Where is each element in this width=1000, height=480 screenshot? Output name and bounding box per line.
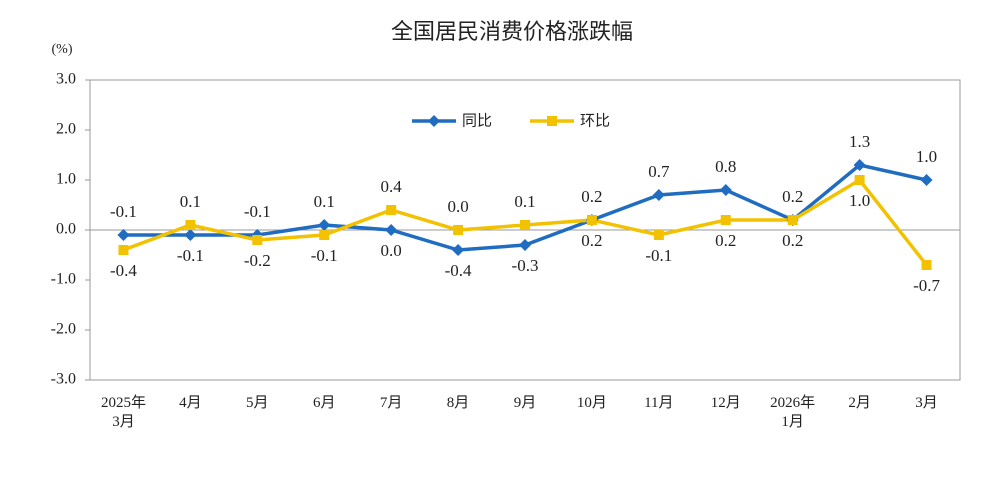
marker	[652, 189, 665, 201]
y-tick-label: 2.0	[56, 121, 76, 138]
marker	[853, 159, 866, 171]
data-label: 0.0	[381, 241, 402, 260]
data-label: 0.2	[581, 187, 602, 206]
x-tick-label: 8月	[446, 395, 470, 411]
marker	[319, 230, 330, 240]
marker	[586, 215, 597, 225]
marker	[453, 225, 464, 235]
marker	[318, 219, 331, 231]
x-tick-label: 11月	[644, 395, 674, 411]
marker	[921, 260, 932, 270]
x-tick-label: 4月	[179, 395, 202, 411]
data-label: -0.4	[110, 261, 137, 280]
marker	[720, 215, 731, 225]
data-label: 0.8	[715, 157, 736, 176]
y-tick-label: -2.0	[51, 321, 76, 338]
data-label: -0.4	[445, 261, 472, 280]
x-tick-label: 2026年1月	[770, 395, 816, 430]
marker	[118, 245, 129, 255]
y-tick-label: -1.0	[51, 271, 76, 288]
data-label: -0.3	[512, 256, 539, 275]
legend-label: 同比	[462, 112, 492, 130]
data-label: -0.1	[110, 202, 137, 221]
marker	[920, 174, 933, 186]
data-label: 0.1	[514, 192, 535, 211]
y-tick-label: -3.0	[51, 371, 76, 388]
data-label: 1.0	[916, 147, 937, 166]
data-label: 0.2	[782, 231, 803, 250]
marker	[787, 215, 798, 225]
data-label: -0.1	[311, 246, 338, 265]
marker	[452, 244, 465, 256]
marker	[252, 235, 263, 245]
marker	[385, 224, 398, 236]
marker	[719, 184, 732, 196]
x-tick-label: 7月	[379, 395, 403, 411]
marker	[653, 230, 664, 240]
marker	[386, 205, 397, 215]
data-label: -0.1	[645, 246, 672, 265]
data-label: 1.3	[849, 132, 870, 151]
data-label: 0.7	[648, 162, 670, 181]
y-tick-label: 1.0	[56, 171, 76, 188]
marker	[117, 229, 130, 241]
data-label: 0.2	[782, 187, 803, 206]
marker	[184, 229, 197, 241]
data-label: 0.2	[715, 231, 736, 250]
x-tick-label: 2月	[848, 395, 871, 411]
data-label: 0.1	[314, 192, 335, 211]
data-label: 0.1	[180, 192, 201, 211]
data-label: 0.4	[381, 177, 403, 196]
y-unit: (%)	[52, 42, 73, 57]
data-label: 0.0	[447, 197, 468, 216]
x-tick-label: 5月	[246, 395, 269, 411]
data-label: 0.2	[581, 231, 602, 250]
x-tick-label: 3月	[915, 395, 938, 411]
x-tick-label: 10月	[576, 395, 607, 411]
marker	[520, 220, 530, 230]
y-tick-label: 3.0	[56, 71, 76, 88]
marker	[428, 115, 440, 127]
data-label: -0.2	[244, 251, 271, 270]
x-tick-label: 12月	[710, 395, 741, 411]
legend-label: 环比	[580, 112, 610, 130]
x-tick-label: 2025年3月	[100, 395, 146, 430]
data-label: -0.1	[177, 246, 204, 265]
x-tick-label: 9月	[513, 395, 537, 411]
data-label: -0.1	[244, 202, 271, 221]
marker	[547, 116, 557, 126]
y-tick-label: 0.0	[56, 221, 76, 238]
marker	[185, 220, 196, 230]
marker	[854, 175, 865, 185]
chart-title: 全国居民消费价格涨跌幅	[391, 20, 633, 45]
marker	[519, 239, 531, 251]
data-label: 1.0	[849, 191, 870, 210]
data-label: -0.7	[913, 276, 940, 295]
x-tick-label: 6月	[312, 395, 336, 411]
